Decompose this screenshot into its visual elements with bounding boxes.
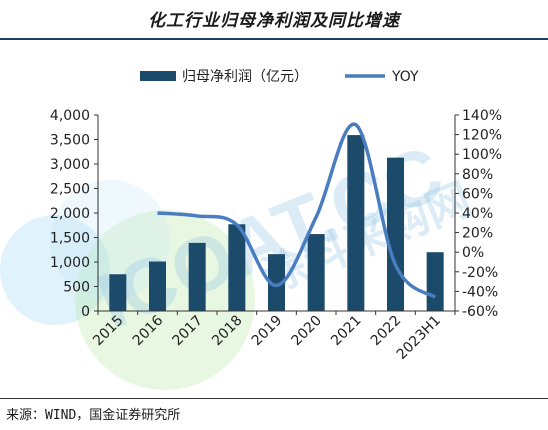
bar-2015	[109, 274, 127, 311]
x-tick-label-2016: 2016	[130, 312, 167, 349]
y-right-tick-label: 80%	[462, 167, 493, 183]
y-right-tick-label: 120%	[462, 128, 502, 144]
y-right-tick-label: 0%	[462, 245, 484, 261]
y-right-tick-label: -40%	[462, 284, 498, 300]
source-note: 来源：WIND，国金证券研究所	[6, 408, 181, 423]
y-left-tick-label: 2,000	[50, 206, 90, 222]
x-tick-label-2022: 2022	[368, 313, 405, 350]
bar-2020	[307, 234, 325, 311]
source-divider	[0, 398, 548, 399]
bar-2023H1	[426, 252, 444, 311]
y-right-tick-label: 60%	[462, 186, 493, 202]
title-divider	[0, 38, 548, 40]
x-tick-label-2018: 2018	[209, 313, 246, 350]
y-right-tick-label: -60%	[462, 304, 498, 320]
y-right-tick-label: 20%	[462, 226, 493, 242]
y-right-tick-label: 140%	[462, 108, 502, 124]
y-left-tick-label: 0	[81, 304, 90, 320]
bar-2021	[347, 135, 365, 311]
y-left-tick-label: 3,000	[50, 157, 90, 173]
axes: 0 500 1,000 1,500 2,000 2,500 3,000 3,500 4,000 -…	[50, 108, 502, 363]
bar-2017	[188, 242, 206, 311]
line-series	[157, 122, 437, 299]
y-left-tick-label: 1,500	[50, 231, 90, 247]
yoy-line	[157, 122, 437, 299]
bar-2018	[228, 224, 246, 311]
y-left-tick-label: 1,000	[50, 255, 90, 271]
y-left-tick-label: 3,500	[50, 133, 90, 149]
legend-label-line: YOY	[391, 69, 419, 85]
y-left-tick-label: 2,500	[50, 182, 90, 198]
chart: 归母净利润（亿元） YOY 0 500 1,000 1,500 2,000 2,500 3,0…	[50, 68, 502, 363]
chart-title: 化工行业归母净利润及同比增速	[148, 11, 400, 31]
bar-2016	[149, 261, 166, 311]
legend: 归母净利润（亿元） YOY	[140, 68, 419, 85]
x-tick-label-2020: 2020	[288, 313, 325, 350]
y-right-tick-label: 100%	[462, 147, 502, 163]
y-right-tick-label: 40%	[462, 206, 493, 222]
x-tick-label-2023H1: 2023H1	[394, 313, 444, 363]
y-right-tick-label: -20%	[462, 265, 498, 281]
x-tick-label-2017: 2017	[169, 313, 206, 350]
x-tick-label-2015: 2015	[90, 313, 127, 350]
y-left-tick-label: 500	[63, 280, 90, 296]
bar-series	[109, 135, 444, 311]
legend-swatch-bar	[140, 71, 176, 81]
legend-label-bar: 归母净利润（亿元）	[182, 68, 308, 85]
x-tick-label-2021: 2021	[328, 313, 365, 350]
x-tick-label-2019: 2019	[249, 313, 286, 350]
bar-2019	[268, 254, 285, 311]
bar-2022	[387, 157, 404, 311]
y-left-tick-label: 4,000	[50, 108, 90, 124]
